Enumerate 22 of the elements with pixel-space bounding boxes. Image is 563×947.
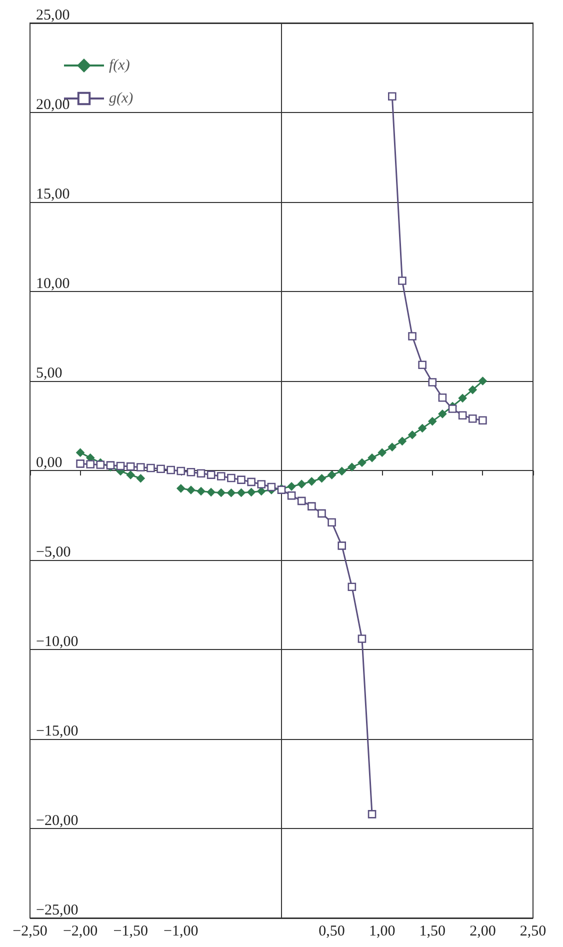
x-tick-label: 0,50 <box>318 924 345 940</box>
y-tick-label: −20,00 <box>36 813 78 829</box>
x-tick-label: −1,00 <box>164 924 198 940</box>
y-tick-label: −15,00 <box>36 724 78 740</box>
x-tick-label: −2,50 <box>12 924 48 940</box>
y-tick-label: 15,00 <box>36 186 70 202</box>
y-tick-label: 10,00 <box>36 276 70 292</box>
y-tick-label: 5,00 <box>36 366 62 382</box>
x-tick-label: 1,00 <box>368 924 396 940</box>
y-tick-label: 25,00 <box>36 8 70 24</box>
legend-label: f(x) <box>109 58 130 74</box>
y-tick-label: −25,00 <box>36 902 78 918</box>
x-tick-label: 2,50 <box>520 924 546 940</box>
x-tick-label: 1,50 <box>419 924 446 940</box>
y-tick-label: −10,00 <box>36 634 78 650</box>
legend-label: g(x) <box>109 90 134 106</box>
y-tick-label: −5,00 <box>36 544 71 560</box>
x-tick-label: −1,50 <box>113 924 148 940</box>
x-tick-label: −2,00 <box>62 924 98 940</box>
y-tick-label: 0,00 <box>36 455 62 471</box>
x-tick-label: 2,00 <box>470 924 496 940</box>
y-tick-label: 20,00 <box>36 97 70 113</box>
